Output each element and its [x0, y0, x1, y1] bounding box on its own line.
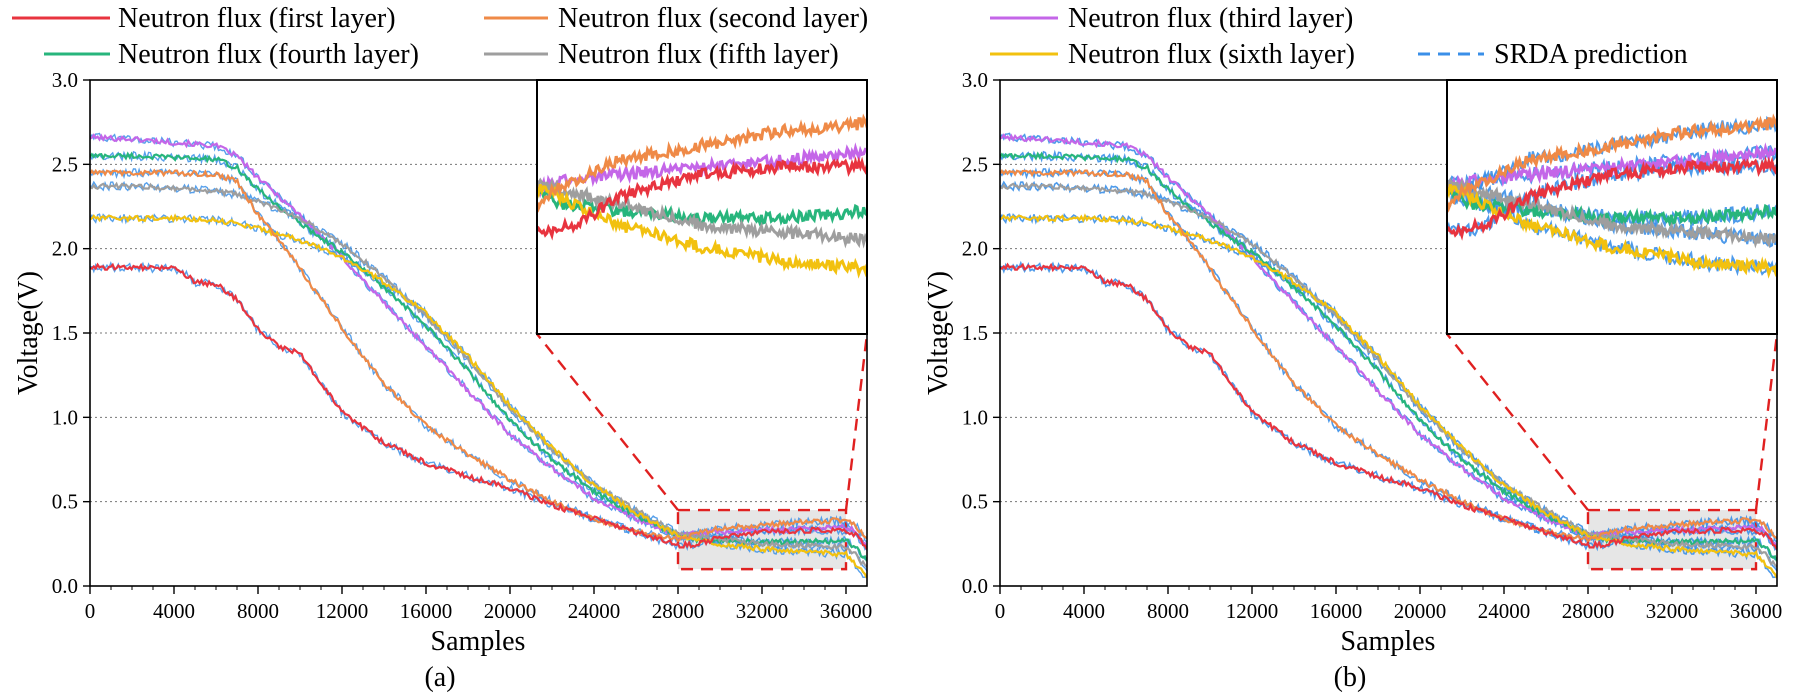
inset-series-group — [1447, 113, 1777, 279]
y-axis-title: Voltage(V) — [13, 271, 44, 395]
y-tick-label: 0.5 — [52, 490, 78, 514]
y-tick-label: 0.5 — [962, 490, 988, 514]
y-tick-label: 3.0 — [962, 68, 988, 92]
series-line-neutron-flux-third-layer — [1000, 133, 1777, 548]
x-tick-label: 4000 — [1063, 599, 1105, 623]
inset-line-neutron-flux-second-layer — [537, 113, 867, 213]
y-tick-label: 1.0 — [52, 405, 78, 429]
x-tick-label: 24000 — [568, 599, 621, 623]
zoom-connector — [536, 333, 679, 511]
inset-line-neutron-flux-sixth-layer — [537, 184, 867, 279]
y-tick-label: 2.5 — [962, 152, 988, 176]
inset-line-neutron-flux-third-layer — [537, 142, 867, 199]
legend-label-sixth-layer: Neutron flux (sixth layer) — [1068, 39, 1355, 70]
x-tick-label: 0 — [995, 599, 1006, 623]
series-line-srda-prediction — [1000, 132, 1777, 551]
axis-ticks: 0.0 0.5 1.0 1.5 2.0 2.5 3.0 0 4000 8000 12000 16000… — [962, 68, 1783, 623]
panel-caption: (a) — [424, 662, 455, 693]
inset-zoom — [536, 79, 868, 335]
panel-caption: (b) — [1334, 662, 1367, 693]
legend: Neutron flux (third layer) Neutron flux … — [990, 3, 1688, 70]
x-axis-title: Samples — [431, 626, 526, 657]
series-line-neutron-flux-sixth-layer-noise — [90, 213, 867, 579]
legend-label-srda-prediction: SRDA prediction — [1494, 39, 1688, 70]
zoom-connector — [1446, 333, 1589, 511]
legend-label-fifth-layer: Neutron flux (fifth layer) — [558, 39, 839, 70]
x-tick-label: 4000 — [153, 599, 195, 623]
inset-line-neutron-flux-first-layer — [1447, 156, 1777, 241]
x-tick-label: 36000 — [1730, 599, 1783, 623]
inset-line-neutron-flux-fifth-layer — [537, 177, 867, 249]
axis-ticks: 0.0 0.5 1.0 1.5 2.0 2.5 3.0 0 4000 8000 12000 16000… — [52, 68, 873, 623]
x-tick-label: 8000 — [1147, 599, 1189, 623]
y-tick-label: 1.5 — [962, 321, 988, 345]
legend-label-first-layer: Neutron flux (first layer) — [118, 3, 396, 34]
series-line-neutron-flux-second-layer — [1000, 168, 1777, 543]
series-line-neutron-flux-second-layer — [90, 168, 867, 543]
y-tick-label: 1.0 — [962, 405, 988, 429]
y-tick-label: 2.0 — [962, 237, 988, 261]
inset-line-neutron-flux-first-layer — [537, 156, 867, 241]
x-tick-label: 24000 — [1478, 599, 1531, 623]
series-line-neutron-flux-fifth-layer — [90, 181, 867, 568]
x-tick-label: 12000 — [1226, 599, 1279, 623]
x-tick-label: 20000 — [484, 599, 537, 623]
inset-series-group — [537, 113, 867, 279]
x-tick-label: 32000 — [736, 599, 789, 623]
legend-label-third-layer: Neutron flux (third layer) — [1068, 3, 1353, 34]
y-tick-label: 1.5 — [52, 321, 78, 345]
x-tick-label: 12000 — [316, 599, 369, 623]
series-group — [90, 132, 867, 579]
y-tick-label: 3.0 — [52, 68, 78, 92]
inset-line-neutron-flux-sixth-layer — [1447, 184, 1777, 279]
legend-label-fourth-layer: Neutron flux (fourth layer) — [118, 39, 419, 70]
y-tick-label: 2.5 — [52, 152, 78, 176]
panel-b: Neutron flux (third layer) Neutron flux … — [923, 3, 1783, 693]
x-tick-label: 28000 — [652, 599, 705, 623]
x-tick-label: 8000 — [237, 599, 279, 623]
x-tick-label: 16000 — [400, 599, 453, 623]
x-tick-label: 28000 — [1562, 599, 1615, 623]
zoom-connector — [1754, 333, 1779, 511]
inset-line-neutron-flux-fifth-layer — [1447, 177, 1777, 249]
x-tick-label: 20000 — [1394, 599, 1447, 623]
panel-a: Neutron flux (first layer) Neutron flux … — [12, 3, 873, 693]
series-line-neutron-flux-first-layer — [90, 262, 867, 550]
inset-zoom — [1446, 79, 1778, 335]
series-line-neutron-flux-first-layer — [1000, 262, 1777, 550]
zoom-connector — [844, 333, 869, 511]
x-tick-label: 36000 — [820, 599, 873, 623]
legend-label-second-layer: Neutron flux (second layer) — [558, 3, 868, 34]
y-axis-title: Voltage(V) — [923, 271, 954, 395]
series-line-neutron-flux-sixth-layer — [1000, 213, 1777, 579]
legend: Neutron flux (first layer) Neutron flux … — [12, 3, 868, 70]
x-tick-label: 0 — [85, 599, 96, 623]
y-tick-label: 0.0 — [962, 574, 988, 598]
x-tick-label: 32000 — [1646, 599, 1699, 623]
inset-background — [537, 80, 867, 334]
y-tick-label: 2.0 — [52, 237, 78, 261]
inset-line-neutron-flux-third-layer — [1447, 142, 1777, 195]
series-line-neutron-flux-sixth-layer — [90, 213, 867, 579]
series-line-srda-prediction — [1000, 213, 1777, 579]
series-group — [1000, 132, 1777, 579]
x-axis-title: Samples — [1341, 626, 1436, 657]
y-tick-label: 0.0 — [52, 574, 78, 598]
series-line-neutron-flux-third-layer-noise — [90, 132, 867, 551]
inset-line-neutron-flux-second-layer — [1447, 113, 1777, 213]
series-line-neutron-flux-fifth-layer — [1000, 181, 1777, 568]
x-tick-label: 16000 — [1310, 599, 1363, 623]
series-line-neutron-flux-third-layer — [90, 133, 867, 548]
